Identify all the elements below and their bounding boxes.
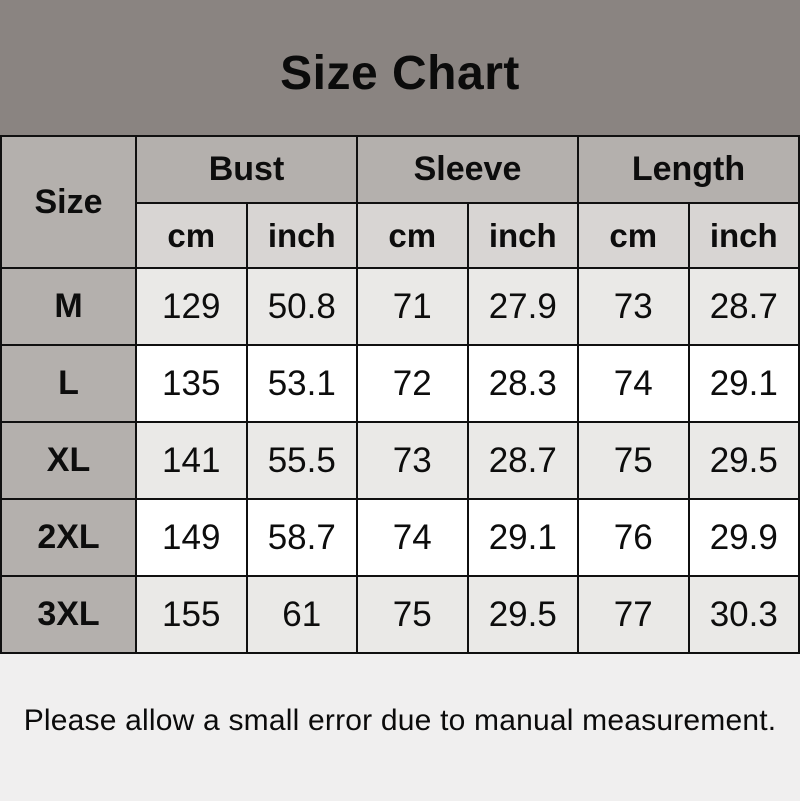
value-cell: 29.5 <box>466 575 579 654</box>
table-row-2xl: 2XL 149 58.7 74 29.1 76 29.9 <box>0 498 800 577</box>
unit-header-length-inch: inch <box>687 202 800 269</box>
value-cell: 72 <box>356 344 469 423</box>
unit-header-sleeve-cm: cm <box>356 202 469 269</box>
value-cell: 74 <box>577 344 690 423</box>
size-label: M <box>0 267 137 346</box>
value-cell: 73 <box>356 421 469 500</box>
value-cell: 73 <box>577 267 690 346</box>
value-cell: 135 <box>135 344 248 423</box>
size-column-header: Size <box>0 135 137 269</box>
measurement-note-area: Please allow a small error due to manual… <box>0 654 800 801</box>
group-header-sleeve: Sleeve <box>356 135 579 204</box>
size-label: 2XL <box>0 498 137 577</box>
size-chart-title: Size Chart <box>280 47 520 100</box>
table-row-l: L 135 53.1 72 28.3 74 29.1 <box>0 344 800 423</box>
measurement-note: Please allow a small error due to manual… <box>23 704 777 737</box>
size-label: 3XL <box>0 575 137 654</box>
value-cell: 29.9 <box>687 498 800 577</box>
table-row-xl: XL 141 55.5 73 28.7 75 29.5 <box>0 421 800 500</box>
value-cell: 28.7 <box>466 421 579 500</box>
value-cell: 55.5 <box>245 421 358 500</box>
value-cell: 29.1 <box>687 344 800 423</box>
value-cell: 61 <box>245 575 358 654</box>
value-cell: 75 <box>356 575 469 654</box>
value-cell: 27.9 <box>466 267 579 346</box>
value-cell: 76 <box>577 498 690 577</box>
value-cell: 29.1 <box>466 498 579 577</box>
group-header-length: Length <box>577 135 800 204</box>
size-label: XL <box>0 421 137 500</box>
value-cell: 77 <box>577 575 690 654</box>
value-cell: 74 <box>356 498 469 577</box>
value-cell: 149 <box>135 498 248 577</box>
size-label: L <box>0 344 137 423</box>
value-cell: 28.7 <box>687 267 800 346</box>
value-cell: 75 <box>577 421 690 500</box>
value-cell: 29.5 <box>687 421 800 500</box>
size-chart-table: Size Bust Sleeve Length cm inch cm inch … <box>0 135 800 654</box>
size-chart-banner: Size Chart <box>0 0 800 135</box>
value-cell: 71 <box>356 267 469 346</box>
table-group-header-row: Size Bust Sleeve Length <box>0 135 800 269</box>
table-row-3xl: 3XL 155 61 75 29.5 77 30.3 <box>0 575 800 654</box>
value-cell: 53.1 <box>245 344 358 423</box>
unit-header-bust-cm: cm <box>135 202 248 269</box>
unit-header-sleeve-inch: inch <box>466 202 579 269</box>
value-cell: 155 <box>135 575 248 654</box>
value-cell: 30.3 <box>687 575 800 654</box>
value-cell: 28.3 <box>466 344 579 423</box>
value-cell: 50.8 <box>245 267 358 346</box>
table-row-m: M 129 50.8 71 27.9 73 28.7 <box>0 267 800 346</box>
value-cell: 129 <box>135 267 248 346</box>
table-unit-header-row: cm inch cm inch cm inch <box>1 202 800 269</box>
unit-header-bust-inch: inch <box>245 202 358 269</box>
value-cell: 58.7 <box>245 498 358 577</box>
unit-header-length-cm: cm <box>577 202 690 269</box>
group-header-bust: Bust <box>135 135 358 204</box>
value-cell: 141 <box>135 421 248 500</box>
